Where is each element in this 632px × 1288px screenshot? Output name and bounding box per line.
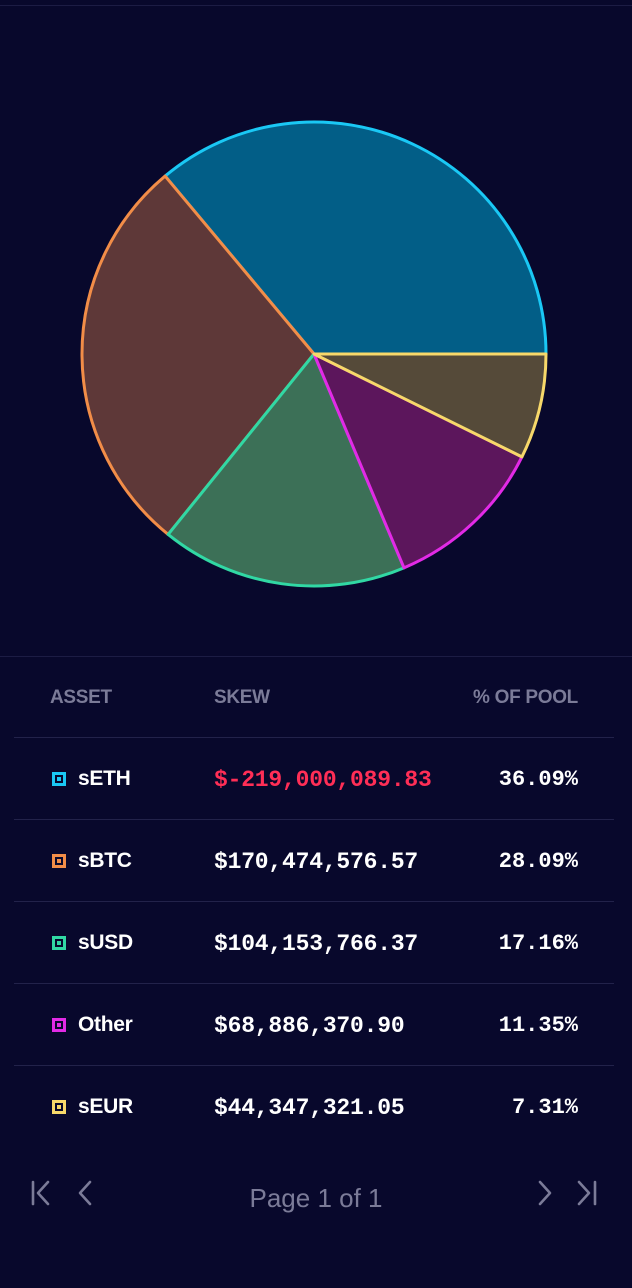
asset-color-swatch [52,1018,66,1032]
pool-percent: 7.31% [511,1095,578,1120]
header-asset[interactable]: ASSET [50,687,112,708]
asset-name: sUSD [78,931,133,954]
first-page-button[interactable] [27,1178,57,1208]
asset-name: sETH [78,767,131,790]
pie-slice-seur[interactable] [312,352,548,459]
asset-table: ASSET SKEW % OF POOL sETH $-219,000,089.… [14,657,614,1148]
section-divider [0,656,632,657]
asset-name: Other [78,1013,133,1036]
pie-slice-other[interactable] [312,352,524,570]
asset-color-swatch [52,772,66,786]
pool-percent: 36.09% [498,767,578,792]
skew-value: $44,347,321.05 [214,1095,405,1121]
table-row[interactable]: sBTC $170,474,576.57 28.09% [14,820,614,902]
skew-value: $68,886,370.90 [214,1013,405,1039]
header-skew[interactable]: SKEW [214,687,270,708]
next-page-button[interactable] [530,1178,560,1208]
pie-slice-sbtc[interactable] [80,174,316,536]
table-header: ASSET SKEW % OF POOL [14,657,614,738]
skew-value: $104,153,766.37 [214,931,419,957]
skew-value: $-219,000,089.83 [214,767,432,793]
previous-page-button[interactable] [70,1178,100,1208]
chevron-left-icon [78,1180,92,1206]
pie-chart [0,100,632,610]
chevron-right-icon [538,1180,552,1206]
table-row[interactable]: Other $68,886,370.90 11.35% [14,984,614,1066]
skew-value: $170,474,576.57 [214,849,419,875]
first-page-icon [31,1180,50,1206]
pool-percent: 28.09% [498,849,578,874]
pool-percent: 17.16% [498,931,578,956]
pie-chart-svg [80,120,548,588]
pool-percent: 11.35% [498,1013,578,1038]
pie-slice-seth[interactable] [163,120,548,356]
asset-name: sEUR [78,1095,133,1118]
asset-color-swatch [52,936,66,950]
table-row[interactable]: sUSD $104,153,766.37 17.16% [14,902,614,984]
table-row[interactable]: sETH $-219,000,089.83 36.09% [14,738,614,820]
asset-color-swatch [52,854,66,868]
last-page-button[interactable] [572,1178,602,1208]
table-row[interactable]: sEUR $44,347,321.05 7.31% [14,1066,614,1148]
top-divider [0,5,632,6]
pagination: Page 1 of 1 [0,1170,632,1230]
page-indicator: Page 1 of 1 [249,1183,383,1213]
asset-color-swatch [52,1100,66,1114]
header-percent-of-pool[interactable]: % OF POOL [473,687,578,708]
asset-name: sBTC [78,849,132,872]
last-page-icon [577,1180,597,1206]
pie-slice-susd[interactable] [166,352,406,588]
